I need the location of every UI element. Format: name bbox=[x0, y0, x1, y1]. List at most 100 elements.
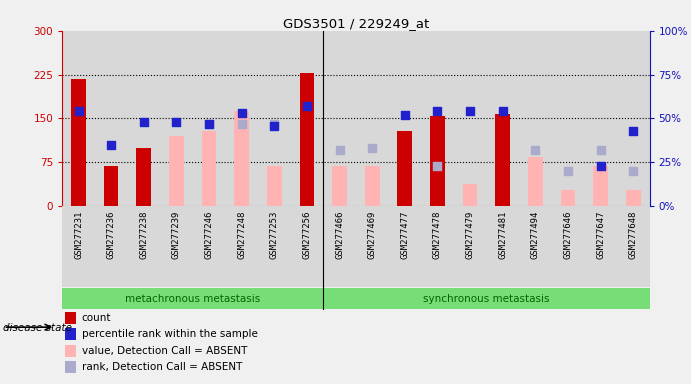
Bar bbox=[356, 206, 388, 287]
Text: value, Detection Call = ABSENT: value, Detection Call = ABSENT bbox=[82, 346, 247, 356]
Bar bbox=[626, 190, 641, 206]
Text: GSM277256: GSM277256 bbox=[303, 210, 312, 259]
Bar bbox=[332, 167, 347, 206]
Bar bbox=[267, 167, 282, 206]
Bar bbox=[519, 206, 551, 287]
Text: GSM277466: GSM277466 bbox=[335, 210, 344, 259]
Bar bbox=[617, 206, 650, 287]
Bar bbox=[454, 31, 486, 206]
Bar bbox=[617, 31, 650, 206]
Bar bbox=[202, 131, 216, 206]
Bar bbox=[95, 206, 127, 287]
Text: GSM277479: GSM277479 bbox=[466, 210, 475, 259]
Bar bbox=[594, 167, 608, 206]
Text: GSM277477: GSM277477 bbox=[400, 210, 409, 259]
Point bbox=[530, 147, 541, 153]
Point bbox=[73, 108, 84, 114]
Bar bbox=[388, 206, 421, 287]
Bar bbox=[225, 206, 258, 287]
Text: synchronous metastasis: synchronous metastasis bbox=[423, 294, 549, 304]
Text: GSM277494: GSM277494 bbox=[531, 210, 540, 259]
Text: disease state: disease state bbox=[3, 323, 73, 333]
Bar bbox=[528, 157, 542, 206]
Bar bbox=[291, 31, 323, 206]
Text: rank, Detection Call = ABSENT: rank, Detection Call = ABSENT bbox=[82, 362, 242, 372]
Text: GSM277239: GSM277239 bbox=[172, 210, 181, 259]
Point bbox=[106, 142, 117, 148]
Bar bbox=[551, 31, 585, 206]
Text: GSM277236: GSM277236 bbox=[106, 210, 115, 259]
Point bbox=[269, 122, 280, 129]
Text: GSM277248: GSM277248 bbox=[237, 210, 246, 259]
Point bbox=[236, 121, 247, 127]
Point bbox=[236, 110, 247, 116]
Point bbox=[138, 119, 149, 125]
Text: GSM277246: GSM277246 bbox=[205, 210, 214, 259]
Text: GSM277478: GSM277478 bbox=[433, 210, 442, 259]
Bar bbox=[127, 31, 160, 206]
Point bbox=[269, 121, 280, 127]
Bar bbox=[463, 184, 477, 206]
Point bbox=[595, 163, 606, 169]
Bar bbox=[291, 206, 323, 287]
Bar bbox=[454, 206, 486, 287]
Bar bbox=[104, 167, 118, 206]
Bar bbox=[495, 114, 510, 206]
Text: GSM277647: GSM277647 bbox=[596, 210, 605, 259]
Bar bbox=[62, 206, 95, 287]
Bar bbox=[560, 190, 576, 206]
Bar bbox=[388, 31, 421, 206]
Bar bbox=[62, 31, 95, 206]
Bar bbox=[71, 79, 86, 206]
Text: GSM277231: GSM277231 bbox=[74, 210, 83, 259]
Bar bbox=[585, 31, 617, 206]
Point bbox=[334, 147, 345, 153]
Bar bbox=[356, 31, 388, 206]
Bar bbox=[234, 111, 249, 206]
Text: GSM277238: GSM277238 bbox=[140, 210, 149, 259]
Bar bbox=[160, 206, 193, 287]
Bar bbox=[397, 131, 412, 206]
Text: GSM277648: GSM277648 bbox=[629, 210, 638, 259]
Bar bbox=[430, 116, 445, 206]
Bar bbox=[62, 288, 323, 309]
Bar bbox=[258, 206, 291, 287]
Bar bbox=[323, 288, 650, 309]
Bar bbox=[300, 73, 314, 206]
Point bbox=[627, 128, 638, 134]
Text: percentile rank within the sample: percentile rank within the sample bbox=[82, 329, 258, 339]
Point bbox=[432, 163, 443, 169]
Point bbox=[627, 168, 638, 174]
Bar bbox=[323, 206, 356, 287]
Text: GSM277481: GSM277481 bbox=[498, 210, 507, 259]
FancyBboxPatch shape bbox=[65, 345, 76, 357]
Bar bbox=[193, 206, 225, 287]
Point bbox=[562, 168, 574, 174]
Point bbox=[171, 119, 182, 125]
Text: GSM277469: GSM277469 bbox=[368, 210, 377, 259]
Point bbox=[203, 121, 214, 127]
Bar bbox=[585, 206, 617, 287]
Point bbox=[367, 145, 378, 151]
Text: count: count bbox=[82, 313, 111, 323]
Bar bbox=[169, 136, 184, 206]
Bar bbox=[127, 206, 160, 287]
Bar bbox=[421, 31, 454, 206]
FancyBboxPatch shape bbox=[65, 361, 76, 373]
Point bbox=[464, 108, 475, 114]
Bar bbox=[486, 31, 519, 206]
Bar bbox=[258, 31, 291, 206]
FancyBboxPatch shape bbox=[65, 312, 76, 324]
Bar bbox=[160, 31, 193, 206]
Text: metachronous metastasis: metachronous metastasis bbox=[125, 294, 261, 304]
Point bbox=[399, 112, 410, 118]
Bar bbox=[225, 31, 258, 206]
Bar bbox=[95, 31, 127, 206]
Bar bbox=[323, 31, 356, 206]
Text: GSM277253: GSM277253 bbox=[269, 210, 278, 259]
Point bbox=[301, 103, 312, 109]
Bar bbox=[421, 206, 454, 287]
Bar bbox=[551, 206, 585, 287]
Point bbox=[595, 147, 606, 153]
Bar bbox=[193, 31, 225, 206]
